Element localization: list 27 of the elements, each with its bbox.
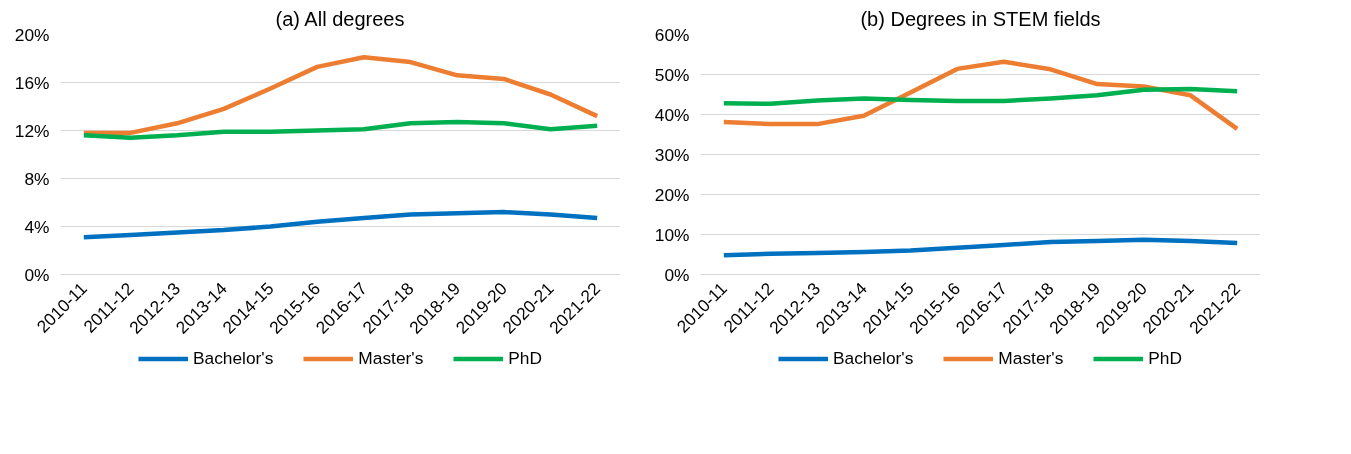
legend-label: PhD: [508, 347, 543, 369]
legend-label: Master's: [358, 347, 424, 369]
line-series: [81, 119, 600, 140]
chart-title: (a) All degrees: [275, 7, 405, 30]
y-tick-label: 30%: [654, 144, 690, 165]
y-tick-label: 40%: [654, 104, 690, 125]
y-tick-label: 10%: [654, 224, 690, 245]
legend-label: Bachelor's: [832, 347, 914, 369]
legend-label: PhD: [1148, 347, 1183, 369]
y-tick-label: 0%: [664, 264, 690, 285]
y-tick-label: 8%: [24, 168, 50, 189]
line-series: [721, 237, 1240, 258]
y-tick-label: 20%: [14, 24, 50, 45]
y-tick-label: 20%: [654, 184, 690, 205]
line-series: [81, 55, 600, 136]
chart-title: (b) Degrees in STEM fields: [860, 7, 1101, 30]
y-tick-label: 60%: [654, 24, 690, 45]
y-tick-label: 4%: [24, 216, 50, 237]
y-tick-label: 0%: [24, 264, 50, 285]
y-tick-label: 16%: [14, 72, 50, 93]
y-tick-label: 50%: [654, 64, 690, 85]
line-series: [721, 59, 1240, 132]
y-tick-label: 12%: [14, 120, 50, 141]
legend-label: Master's: [998, 347, 1064, 369]
line-series: [81, 209, 600, 240]
legend-label: Bachelor's: [192, 347, 274, 369]
line-series: [721, 86, 1240, 106]
